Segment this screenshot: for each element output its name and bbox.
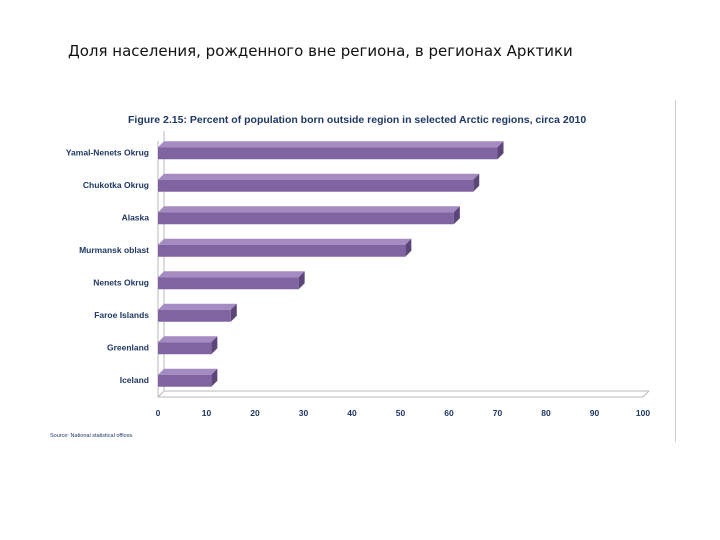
slide-title: Доля населения, рожденного вне региона, …	[68, 42, 573, 60]
chart-bars	[158, 141, 504, 387]
bar-chart: Figure 2.15: Percent of population born …	[50, 114, 651, 439]
bar	[158, 206, 460, 225]
bar-front-face	[158, 342, 212, 355]
category-label: Yamal-Nenets Okrug	[66, 147, 149, 157]
x-tick-label: 90	[590, 408, 600, 418]
tick-labels: 0 10 20 30 40 50 60 70 80 90 100	[156, 408, 651, 418]
bar-side-face	[230, 303, 237, 322]
chart-title: Figure 2.15: Percent of population born …	[128, 114, 586, 126]
bar-top-face	[158, 271, 305, 278]
source-note: Source: National statistical offices.	[50, 433, 134, 439]
bar-front-face	[158, 374, 212, 387]
bar	[158, 336, 218, 355]
x-tick-label: 40	[347, 408, 357, 418]
category-label: Iceland	[120, 375, 149, 385]
x-tick-label: 30	[299, 408, 309, 418]
bar-side-face	[453, 206, 460, 225]
category-label: Murmansk oblast	[79, 245, 149, 255]
x-tick-label: 50	[396, 408, 406, 418]
bar-front-face	[158, 212, 454, 225]
x-tick-label: 0	[156, 408, 161, 418]
x-tick-label: 60	[444, 408, 454, 418]
floor-left-edge	[157, 390, 165, 398]
bar-top-face	[158, 206, 460, 213]
chart-axes	[157, 131, 650, 398]
x-tick-label: 20	[250, 408, 260, 418]
chart-frame: Figure 2.15: Percent of population born …	[45, 100, 676, 442]
bar-front-face	[158, 179, 474, 192]
bar-side-face	[473, 173, 480, 192]
x-tick-label: 10	[202, 408, 212, 418]
category-label: Alaska	[122, 212, 150, 222]
bar-top-face	[158, 173, 480, 180]
bar-side-face	[497, 141, 504, 160]
floor-right-edge	[642, 390, 650, 398]
bar-top-face	[158, 303, 237, 310]
bar-front-face	[158, 147, 498, 160]
bar-top-face	[158, 368, 218, 375]
x-tick-label: 70	[493, 408, 503, 418]
bar-top-face	[158, 141, 504, 148]
bar-side-face	[211, 368, 218, 387]
x-tick-label: 80	[541, 408, 551, 418]
bar-side-face	[298, 271, 305, 290]
bar	[158, 238, 412, 257]
bar	[158, 141, 504, 160]
category-label: Nenets Okrug	[93, 277, 149, 287]
bar-side-face	[405, 238, 412, 257]
bar-front-face	[158, 244, 406, 257]
bar	[158, 271, 305, 290]
bar-side-face	[211, 336, 218, 355]
category-label: Faroe Islands	[94, 310, 149, 320]
category-labels: Yamal-Nenets Okrug Chukotka Okrug Alaska Mu…	[66, 147, 149, 385]
category-label: Chukotka Okrug	[83, 180, 149, 190]
bar-top-face	[158, 336, 218, 343]
bar-front-face	[158, 277, 299, 290]
x-tick-label: 100	[636, 408, 650, 418]
category-label: Greenland	[107, 342, 149, 352]
bar	[158, 303, 237, 322]
bar-top-face	[158, 238, 412, 245]
bar-front-face	[158, 309, 231, 322]
bar	[158, 173, 480, 192]
bar	[158, 368, 218, 387]
